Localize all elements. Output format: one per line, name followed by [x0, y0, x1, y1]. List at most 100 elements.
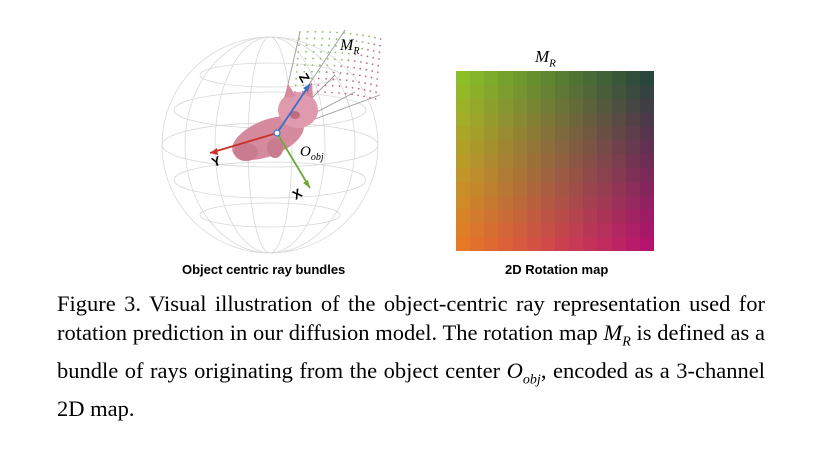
- rotation-map-cell: [470, 167, 485, 182]
- rotation-map-cell: [583, 237, 598, 251]
- manifold-dot: [305, 44, 308, 47]
- rotation-map-cell: [611, 167, 626, 182]
- axes: [209, 83, 311, 189]
- rotation-map-cell: [470, 154, 485, 168]
- rotation-map-cell: [470, 209, 485, 224]
- manifold-dot: [361, 47, 363, 50]
- rotation-map-cell: [639, 126, 654, 141]
- rotation-map-cell: [611, 126, 626, 141]
- manifold-dot: [312, 57, 314, 60]
- manifold-dot: [369, 90, 372, 92]
- manifold-dot: [362, 34, 364, 37]
- manifold-dot: [301, 90, 304, 93]
- manifold-dot: [372, 50, 375, 52]
- rotation-map-cell: [484, 98, 499, 113]
- rotation-map-cell: [470, 237, 485, 251]
- manifold-dot: [317, 77, 320, 80]
- manifold-dot: [329, 31, 331, 33]
- rotation-map-cell: [639, 71, 654, 85]
- manifold-dot: [366, 55, 369, 58]
- manifold-dot: [331, 84, 334, 87]
- manifold-dot: [298, 37, 301, 40]
- manifold-dot: [353, 60, 356, 62]
- manifold-dot: [319, 64, 321, 67]
- rotation-map-cell: [540, 71, 555, 85]
- rotation-map-cell: [625, 112, 640, 127]
- rotation-map-cell: [540, 140, 555, 155]
- manifold-dot: [317, 84, 320, 87]
- rotation-map-cell: [456, 126, 471, 141]
- rotation-map-cell: [555, 167, 570, 182]
- rotation-map-cell: [625, 237, 640, 251]
- rotation-map-cell: [470, 195, 485, 210]
- manifold-dot: [326, 57, 329, 60]
- manifold-dot: [364, 75, 367, 78]
- rotation-map-cell: [569, 223, 584, 238]
- rotation-map-cell: [498, 181, 513, 196]
- manifold-dot: [345, 79, 348, 82]
- rotation-map-cell: [583, 195, 598, 210]
- rotation-map-cell: [583, 140, 598, 155]
- rotation-map-cell: [569, 140, 584, 155]
- manifold-dot: [346, 72, 349, 75]
- rotation-map-cell: [456, 209, 471, 224]
- manifold-dot: [321, 37, 324, 40]
- manifold-dot: [374, 36, 376, 39]
- rotation-map-cell: [498, 154, 513, 168]
- rotation-map-cell: [470, 181, 485, 196]
- rotation-map-cell: [512, 223, 527, 238]
- manifold-dot: [376, 78, 379, 80]
- manifold-dot: [355, 40, 358, 42]
- manifold-dot: [297, 51, 300, 53]
- manifold-dot: [368, 35, 370, 38]
- rotation-map-cell: [611, 154, 626, 168]
- manifold-dot: [304, 57, 307, 60]
- caption-text-3: , encoded as a 3-channel 2D map.: [57, 357, 765, 421]
- rotation-map-cell: [498, 84, 513, 99]
- figure-caption: Figure 3. Visual illustration of the obj…: [57, 290, 765, 423]
- rotation-map-cell: [639, 167, 654, 182]
- rotation-map-cell: [583, 98, 598, 113]
- manifold-dot: [311, 64, 314, 66]
- manifold-dot: [334, 51, 337, 54]
- manifold-dot: [343, 32, 345, 34]
- manifold-dot: [371, 63, 374, 66]
- rotation-map-cell: [555, 126, 570, 141]
- manifold-dot: [338, 92, 340, 94]
- manifold-dot: [353, 66, 356, 69]
- manifold-dot: [332, 71, 335, 74]
- manifold-dot: [305, 50, 307, 53]
- rotation-map-cell: [484, 223, 499, 238]
- manifold-dot: [311, 70, 313, 73]
- rotation-map-cell: [484, 181, 499, 196]
- rotation-map-cell: [569, 209, 584, 224]
- rotation-map-cell: [611, 112, 626, 127]
- rotation-map-cell: [597, 98, 612, 113]
- manifold-dot: [319, 57, 322, 60]
- manifold-dot: [302, 84, 305, 87]
- manifold-dot: [332, 78, 335, 81]
- rotation-map-cell: [555, 181, 570, 196]
- manifold-dot: [369, 96, 371, 99]
- manifold-dot: [316, 91, 319, 93]
- rotation-map-cell: [526, 181, 541, 196]
- rotation-map-cell: [625, 195, 640, 210]
- rotation-map-cell: [583, 154, 598, 168]
- manifold-dot: [360, 54, 363, 57]
- rotation-map-cell: [625, 209, 640, 224]
- manifold-dot: [296, 64, 299, 67]
- manifold-dot: [318, 71, 321, 73]
- rotation-map-cell: [540, 237, 555, 251]
- manifold-dot: [377, 64, 380, 67]
- rotation-map-cell: [512, 84, 527, 99]
- rotation-map-cell: [498, 237, 513, 251]
- rotation-map-cell: [484, 154, 499, 168]
- rotation-map-cell: [526, 98, 541, 113]
- rotation-map-cell: [569, 195, 584, 210]
- axis-x-label: X: [290, 185, 305, 202]
- rotation-map-cell: [540, 84, 555, 99]
- manifold-dot: [339, 78, 341, 81]
- rotation-map-grid: [456, 71, 654, 251]
- rotation-map-cell: [498, 71, 513, 85]
- manifold-dot: [339, 72, 342, 74]
